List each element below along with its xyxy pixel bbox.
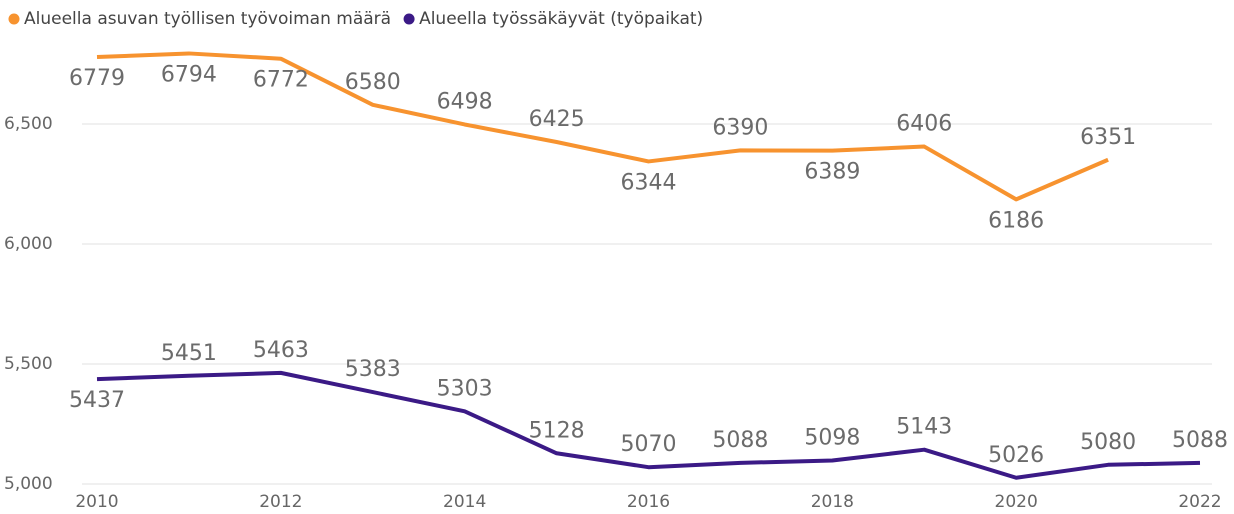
data-label: 5383 bbox=[345, 357, 401, 382]
data-label: 5026 bbox=[988, 443, 1044, 468]
series-line bbox=[96, 370, 1201, 480]
data-label: 5080 bbox=[1080, 430, 1136, 455]
y-tick-label: 6,500 bbox=[4, 114, 53, 134]
legend-marker bbox=[403, 13, 415, 25]
data-label: 6390 bbox=[712, 115, 768, 140]
x-tick-label: 2018 bbox=[811, 492, 854, 512]
x-tick-label: 2012 bbox=[259, 492, 302, 512]
data-label: 6779 bbox=[69, 66, 125, 91]
data-label: 6772 bbox=[253, 68, 309, 93]
data-label: 5070 bbox=[621, 432, 677, 457]
data-label: 5098 bbox=[804, 425, 860, 450]
x-tick-label: 2020 bbox=[995, 492, 1038, 512]
data-label: 5088 bbox=[712, 428, 768, 453]
data-label: 5303 bbox=[437, 376, 493, 401]
x-tick-label: 2014 bbox=[443, 492, 486, 512]
data-label: 6186 bbox=[988, 208, 1044, 233]
data-label: 6794 bbox=[161, 62, 217, 87]
series-line bbox=[96, 51, 1109, 202]
data-label: 6344 bbox=[621, 170, 677, 195]
data-label: 6580 bbox=[345, 70, 401, 95]
data-label: 5463 bbox=[253, 338, 309, 363]
legend-marker bbox=[8, 13, 20, 25]
data-label: 6351 bbox=[1080, 125, 1136, 150]
x-tick-label: 2010 bbox=[75, 492, 118, 512]
data-label: 6389 bbox=[804, 160, 860, 185]
y-tick-label: 5,000 bbox=[4, 474, 53, 494]
y-tick-label: 5,500 bbox=[4, 354, 53, 374]
data-label: 6425 bbox=[529, 107, 585, 132]
legend-label: Alueella asuvan työllisen työvoiman määr… bbox=[24, 9, 391, 29]
y-tick-label: 6,000 bbox=[4, 234, 53, 254]
data-label: 6498 bbox=[437, 89, 493, 114]
x-tick-label: 2016 bbox=[627, 492, 670, 512]
data-label: 5437 bbox=[69, 388, 125, 413]
data-label: 5128 bbox=[529, 418, 585, 443]
data-label: 6406 bbox=[896, 112, 952, 137]
legend-label: Alueella työssäkäyvät (työpaikat) bbox=[419, 9, 703, 29]
data-label: 5451 bbox=[161, 341, 217, 366]
data-label: 5088 bbox=[1172, 428, 1228, 453]
x-tick-label: 2022 bbox=[1178, 492, 1221, 512]
data-label: 5143 bbox=[896, 415, 952, 440]
